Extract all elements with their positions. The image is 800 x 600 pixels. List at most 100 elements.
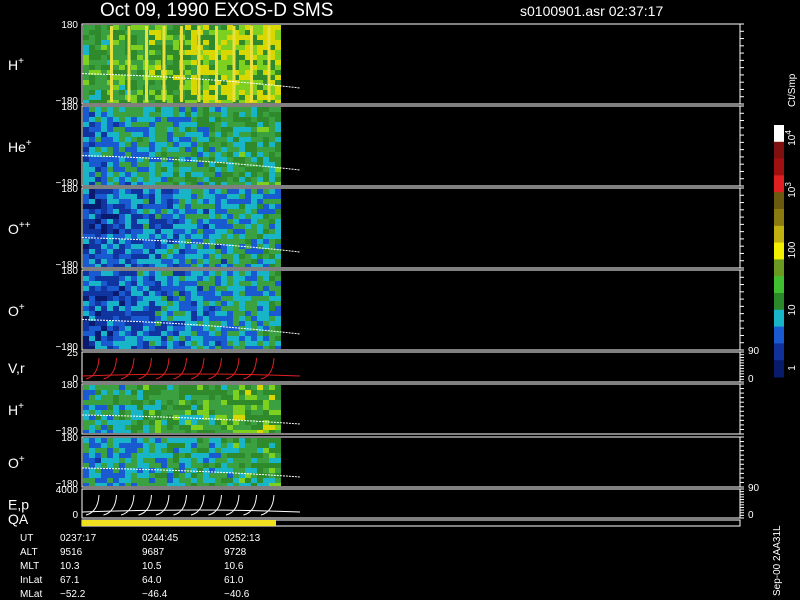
spectrogram-cell: [215, 468, 221, 473]
colorbar-label: 100: [787, 241, 798, 258]
spectrogram-cell: [167, 224, 173, 229]
spectrogram-cell: [263, 40, 269, 45]
spectrogram-cell: [191, 410, 197, 415]
spectrogram-cell: [137, 55, 143, 60]
spectrogram-cell: [167, 249, 173, 254]
spectrogram-cell: [137, 127, 143, 132]
spectrogram-cell: [185, 291, 191, 296]
spectrogram-cell: [269, 425, 275, 430]
spectrogram-cell: [209, 395, 215, 400]
spectrogram-cell: [161, 239, 167, 244]
spectrogram-cell: [101, 70, 107, 75]
spectrogram-cell: [89, 321, 95, 326]
spectrogram-cell: [185, 80, 191, 85]
spectrogram-cell: [155, 100, 161, 103]
spectrogram-cell: [203, 341, 209, 346]
spectrogram-cell: [83, 224, 89, 229]
spectrogram-cell: [173, 244, 179, 249]
spectrogram-cell: [107, 162, 113, 167]
spectrogram-cell: [209, 478, 215, 483]
spectrogram-cell: [263, 117, 269, 122]
spectrogram-cell: [149, 35, 155, 40]
spectrogram-cell: [209, 177, 215, 182]
qa-label: QA: [8, 511, 29, 527]
spectrogram-cell: [221, 443, 227, 448]
spectrogram-cell: [89, 301, 95, 306]
panel-label-sup: ++: [19, 220, 31, 231]
spectrogram-cell: [263, 326, 269, 331]
spectrogram-cell: [251, 177, 257, 182]
spectrogram-cell: [119, 341, 125, 346]
sweep: [120, 357, 135, 380]
spectrogram-cell: [89, 127, 95, 132]
spectrogram-cell: [251, 35, 257, 40]
spectrogram-cell: [263, 214, 269, 219]
spectrogram-cell: [233, 316, 239, 321]
trace: [81, 73, 301, 89]
spectrogram-cell: [107, 122, 113, 127]
spectrogram-cell: [191, 336, 197, 341]
spectrogram-cell: [119, 177, 125, 182]
spectrogram-cell: [191, 199, 197, 204]
spectrogram-cell: [113, 35, 119, 40]
spectrogram-cell: [101, 286, 107, 291]
spectrogram-cell: [209, 306, 215, 311]
spectrogram-cell: [107, 385, 113, 390]
spectrogram-cell: [155, 463, 161, 468]
spectrogram-cell: [191, 70, 197, 75]
spectrogram-cell: [89, 483, 95, 486]
spectrogram-cell: [95, 463, 101, 468]
spectrogram-cell: [227, 468, 233, 473]
spectrogram-cell: [215, 249, 221, 254]
spectrogram-cell: [101, 410, 107, 415]
spectrogram-cell: [173, 95, 179, 100]
spectrogram-cell: [137, 410, 143, 415]
spectrogram-cell: [137, 249, 143, 254]
spectrogram-cell: [233, 244, 239, 249]
spectrogram-cell: [185, 167, 191, 172]
spectrogram-cell: [83, 316, 89, 321]
spectrogram-cell: [233, 30, 239, 35]
spectrogram-cell: [83, 132, 89, 137]
spectrogram-cell: [125, 167, 131, 172]
spectrogram-cell: [149, 117, 155, 122]
spectrogram-cell: [95, 316, 101, 321]
spectrogram-cell: [209, 415, 215, 420]
spectrogram-cell: [251, 117, 257, 122]
spectrogram-cell: [179, 453, 185, 458]
spectrogram-cell: [221, 405, 227, 410]
spectrogram-cell: [137, 107, 143, 112]
spectrogram-cell: [89, 458, 95, 463]
spectrogram-cell: [203, 162, 209, 167]
spectrogram-cell: [101, 311, 107, 316]
spectrogram-cell: [119, 346, 125, 349]
spectrogram-cell: [221, 259, 227, 264]
spectrogram-cell: [137, 117, 143, 122]
spectrogram-cell: [101, 326, 107, 331]
spectrogram-cell: [221, 326, 227, 331]
axis-bottom: 0: [72, 510, 78, 521]
spectrogram-cell: [119, 316, 125, 321]
spectrogram-cell: [167, 410, 173, 415]
spectrogram-cell: [101, 194, 107, 199]
spectrogram-cell: [251, 70, 257, 75]
spectrogram-cell: [101, 249, 107, 254]
spectrogram-cell: [131, 127, 137, 132]
spectrogram-cell: [263, 438, 269, 443]
spectrogram-cell: [209, 405, 215, 410]
spectrogram-cell: [275, 65, 281, 70]
spectrogram-cell: [239, 45, 245, 50]
spectrogram-cell: [107, 117, 113, 122]
spectrogram-cell: [263, 430, 269, 433]
spectrogram-cell: [83, 259, 89, 264]
spectrogram-cell: [245, 316, 251, 321]
spectrogram-cell: [233, 122, 239, 127]
spectrogram-cell: [227, 90, 233, 95]
spectrogram-cell: [125, 385, 131, 390]
colorbar-cell: [774, 141, 784, 160]
spectrogram-cell: [203, 443, 209, 448]
spectrogram-cell: [269, 483, 275, 486]
spectrogram-cell: [101, 448, 107, 453]
spectrogram-cell: [263, 291, 269, 296]
spectrogram-cell: [101, 301, 107, 306]
